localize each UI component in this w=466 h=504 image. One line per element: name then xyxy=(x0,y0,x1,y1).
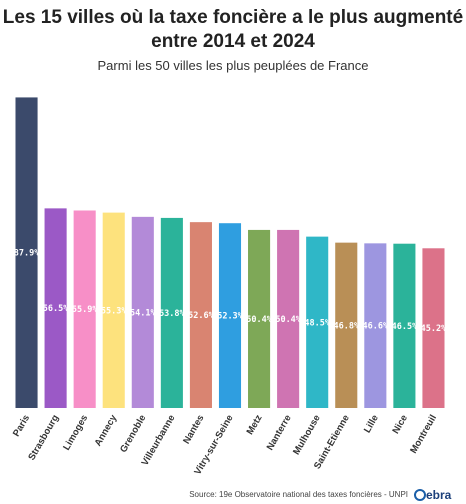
bar-metz xyxy=(248,229,271,408)
data-label-strasbourg: 56.5% xyxy=(43,304,69,314)
bar-limoges xyxy=(73,210,96,408)
data-label-annecy: 55.3% xyxy=(101,306,127,316)
x-tick-label-metz: Metz xyxy=(245,413,265,437)
chart-subtitle: Parmi les 50 villes les plus peuplées de… xyxy=(97,58,369,73)
bar-nice xyxy=(393,243,416,408)
bar-grenoble xyxy=(131,216,154,408)
chart-title-line-2: entre 2014 et 2024 xyxy=(151,31,315,52)
bar-montreuil xyxy=(422,248,445,408)
data-label-montreuil: 45.2% xyxy=(421,324,447,334)
bar-vitry-sur-seine xyxy=(218,223,242,408)
data-label-vitry-sur-seine: 52.3% xyxy=(217,312,243,322)
bar-strasbourg xyxy=(44,208,67,408)
bar-nanterre xyxy=(277,229,300,408)
x-tick-label-nanterre: Nanterre xyxy=(265,413,294,452)
ebra-logo: ebra xyxy=(414,488,452,502)
x-tick-label-mulhouse: Mulhouse xyxy=(291,413,323,457)
x-tick-label-nice: Nice xyxy=(390,413,410,436)
x-tick-label-lille: Lille xyxy=(362,413,381,435)
chart-title: Les 15 villes où la taxe foncière a le p… xyxy=(0,6,466,54)
data-label-limoges: 55.9% xyxy=(72,305,98,315)
bar-mulhouse xyxy=(306,236,329,408)
bar-villeurbanne xyxy=(160,217,183,408)
data-label-mulhouse: 48.5% xyxy=(304,318,330,328)
data-label-villeurbanne: 53.8% xyxy=(159,309,185,319)
bar-lille xyxy=(364,243,387,408)
x-tick-label-nantes: Nantes xyxy=(181,413,206,446)
x-tick-label-limoges: Limoges xyxy=(61,413,90,452)
x-tick-label-paris: Paris xyxy=(11,413,32,439)
bar-paris xyxy=(15,97,38,409)
x-tick-label-annecy: Annecy xyxy=(93,412,120,448)
data-label-nice: 46.5% xyxy=(392,322,418,332)
x-tick-label-montreuil: Montreuil xyxy=(408,413,439,456)
bar-nantes xyxy=(189,222,212,408)
x-tick-label-grenoble: Grenoble xyxy=(118,413,148,455)
data-label-nanterre: 50.4% xyxy=(275,315,301,325)
data-label-nantes: 52.6% xyxy=(188,311,214,321)
bar-saint-etienne xyxy=(335,242,358,408)
data-label-grenoble: 54.1% xyxy=(130,308,156,318)
x-tick-label-strasbourg: Strasbourg xyxy=(26,413,61,463)
bar-annecy xyxy=(102,212,125,408)
data-label-saint-etienne: 46.8% xyxy=(333,321,359,331)
source-note: Source: 19e Observatoire national des ta… xyxy=(189,490,408,499)
chart-title-line-1: Les 15 villes où la taxe foncière a le p… xyxy=(2,7,464,28)
data-label-paris: 87.9% xyxy=(14,249,40,259)
data-label-lille: 46.6% xyxy=(363,322,389,332)
data-label-metz: 50.4% xyxy=(246,315,272,325)
logo-text: ebra xyxy=(426,488,452,502)
